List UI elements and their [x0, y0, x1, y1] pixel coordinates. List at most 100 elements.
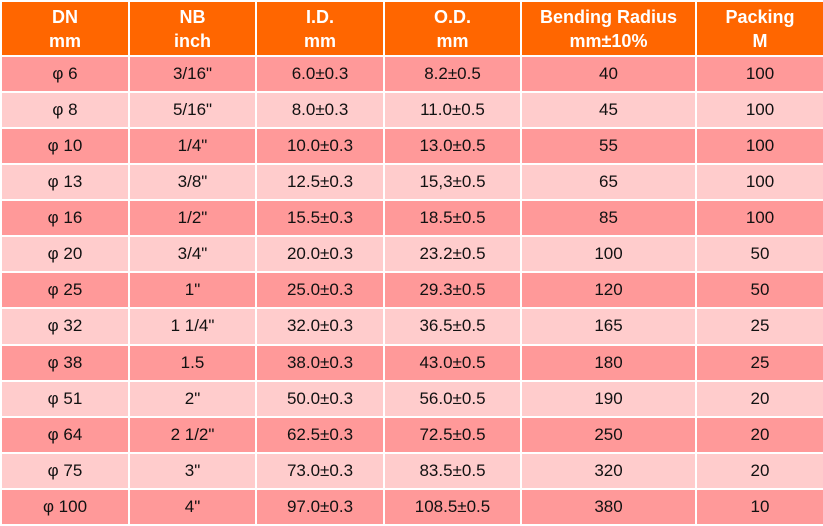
table-cell: 3/8"	[128, 163, 257, 202]
table-row: φ 38 1.5 38.0±0.3 43.0±0.5 180 25	[0, 343, 823, 382]
table-cell: 97.0±0.3	[255, 487, 385, 526]
table-cell: 165	[520, 307, 697, 346]
table-cell: 108.5±0.5	[383, 487, 522, 526]
table-cell: φ 100	[0, 487, 130, 526]
header-text: I.D.	[305, 6, 334, 27]
table-cell: φ 8	[0, 91, 130, 130]
table-cell: 83.5±0.5	[383, 451, 522, 490]
header-cell: O.D. mm	[383, 0, 522, 57]
table-cell: 250	[520, 415, 697, 454]
table-row: φ 8 5/16" 8.0±0.3 11.0±0.5 45 100	[0, 91, 823, 130]
table-cell: 50	[695, 271, 823, 310]
table-cell: 20	[695, 379, 823, 418]
table-header: DN mm NB inch I.D. mm O.D. mm Bending Radius mm±1…	[0, 0, 823, 57]
table-cell: 50	[695, 235, 823, 274]
header-text: Bending Radius	[539, 6, 677, 27]
table-row: φ 64 2 1/2" 62.5±0.3 72.5±0.5 250 20	[0, 415, 823, 454]
table-cell: 1/2"	[128, 199, 257, 238]
table-body: φ 6 3/16" 6.0±0.3 8.2±0.5 40 100 φ 8 5/16" 8.0±0…	[0, 54, 823, 526]
table-cell: 2 1/2"	[128, 415, 257, 454]
header-text: NB	[179, 6, 206, 27]
table-cell: 8.2±0.5	[383, 54, 522, 94]
table-row: φ 75 3" 73.0±0.3 83.5±0.5 320 20	[0, 451, 823, 490]
header-text: mm	[303, 30, 336, 51]
table-cell: φ 32	[0, 307, 130, 346]
table-cell: 55	[520, 127, 697, 166]
table-cell: 4"	[128, 487, 257, 526]
table-cell: 3/4"	[128, 235, 257, 274]
table-cell: 1 1/4"	[128, 307, 257, 346]
table-cell: φ 75	[0, 451, 130, 490]
header-cell: Packing M	[695, 0, 823, 57]
table-cell: 25.0±0.3	[255, 271, 385, 310]
table-cell: φ 38	[0, 343, 130, 382]
header-text: DN	[52, 6, 78, 27]
table-cell: φ 51	[0, 379, 130, 418]
table-cell: φ 16	[0, 199, 130, 238]
table-cell: 1/4"	[128, 127, 257, 166]
table-cell: 1.5	[128, 343, 257, 382]
table-cell: 32.0±0.3	[255, 307, 385, 346]
table-cell: φ 6	[0, 54, 130, 94]
table-cell: 40	[520, 54, 697, 94]
table-row: φ 32 1 1/4" 32.0±0.3 36.5±0.5 165 25	[0, 307, 823, 346]
table-row: φ 51 2" 50.0±0.3 56.0±0.5 190 20	[0, 379, 823, 418]
table-cell: φ 20	[0, 235, 130, 274]
header-text: O.D.	[433, 6, 471, 27]
table-cell: 15,3±0.5	[383, 163, 522, 202]
table-cell: 73.0±0.3	[255, 451, 385, 490]
table-cell: 10	[695, 487, 823, 526]
table-cell: 100	[695, 91, 823, 130]
table-cell: 25	[695, 343, 823, 382]
table-cell: 5/16"	[128, 91, 257, 130]
table-row: φ 13 3/8" 12.5±0.3 15,3±0.5 65 100	[0, 163, 823, 202]
table-cell: 20	[695, 451, 823, 490]
table-row: φ 16 1/2" 15.5±0.3 18.5±0.5 85 100	[0, 199, 823, 238]
table-cell: φ 10	[0, 127, 130, 166]
table-cell: 10.0±0.3	[255, 127, 385, 166]
header-row: DN mm NB inch I.D. mm O.D. mm Bending Radius mm±1…	[0, 0, 823, 57]
table-cell: 43.0±0.5	[383, 343, 522, 382]
table-cell: 72.5±0.5	[383, 415, 522, 454]
table-cell: 100	[695, 163, 823, 202]
header-cell: NB inch	[128, 0, 257, 57]
table-cell: 120	[520, 271, 697, 310]
table-cell: 1"	[128, 271, 257, 310]
table-cell: 100	[695, 127, 823, 166]
table-cell: 18.5±0.5	[383, 199, 522, 238]
table-cell: 38.0±0.3	[255, 343, 385, 382]
header-text: mm	[48, 30, 81, 51]
table-row: φ 20 3/4" 20.0±0.3 23.2±0.5 100 50	[0, 235, 823, 274]
table-cell: 190	[520, 379, 697, 418]
table-cell: 100	[695, 54, 823, 94]
table-cell: 62.5±0.3	[255, 415, 385, 454]
table-cell: 50.0±0.3	[255, 379, 385, 418]
header-text: M	[752, 30, 768, 51]
table-cell: 56.0±0.5	[383, 379, 522, 418]
table-cell: 36.5±0.5	[383, 307, 522, 346]
table-cell: 20	[695, 415, 823, 454]
table-cell: 23.2±0.5	[383, 235, 522, 274]
table-cell: φ 25	[0, 271, 130, 310]
table-cell: 15.5±0.3	[255, 199, 385, 238]
table-cell: 45	[520, 91, 697, 130]
table-cell: 13.0±0.5	[383, 127, 522, 166]
table-cell: φ 64	[0, 415, 130, 454]
table-cell: 2"	[128, 379, 257, 418]
table-cell: 320	[520, 451, 697, 490]
header-text: inch	[173, 30, 211, 51]
table-cell: 20.0±0.3	[255, 235, 385, 274]
table-cell: 25	[695, 307, 823, 346]
table-cell: 3"	[128, 451, 257, 490]
table-cell: 100	[520, 235, 697, 274]
header-text: Packing	[725, 6, 795, 27]
table-cell: 8.0±0.3	[255, 91, 385, 130]
table-cell: 6.0±0.3	[255, 54, 385, 94]
header-cell: DN mm	[0, 0, 130, 57]
table-cell: 65	[520, 163, 697, 202]
table-row: φ 100 4" 97.0±0.3 108.5±0.5 380 10	[0, 487, 823, 526]
table-cell: φ 13	[0, 163, 130, 202]
header-text: mm	[436, 30, 469, 51]
table-cell: 100	[695, 199, 823, 238]
